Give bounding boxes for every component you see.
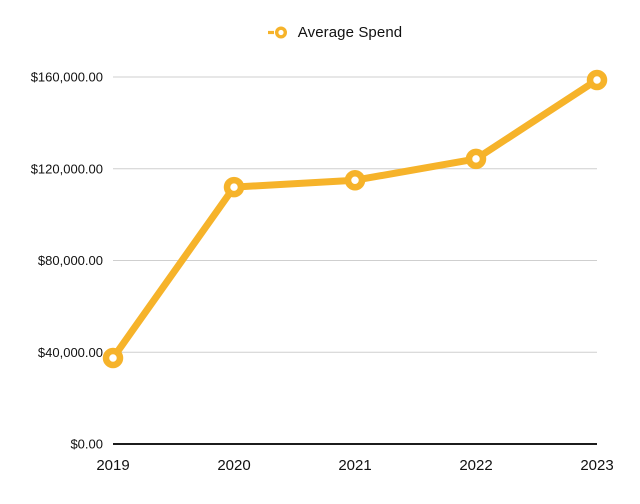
data-point-marker[interactable] [102, 347, 124, 369]
legend-item-average-spend[interactable]: Average Spend [267, 23, 403, 41]
legend: Average Spend [0, 20, 640, 44]
series-line [109, 76, 601, 362]
x-axis-label: 2020 [217, 457, 250, 474]
y-tick-label: $120,000.00 [31, 161, 103, 176]
x-axis-label: 2021 [338, 457, 371, 474]
data-point-marker[interactable] [465, 148, 487, 170]
legend-marker-icon [267, 25, 287, 39]
y-tick-label: $0.00 [70, 437, 103, 452]
data-point-marker[interactable] [223, 176, 245, 198]
data-point-marker[interactable] [344, 169, 366, 191]
y-tick-label: $80,000.00 [38, 253, 103, 268]
data-point-marker[interactable] [586, 69, 608, 91]
y-tick-label: $40,000.00 [38, 345, 103, 360]
legend-label: Average Spend [297, 23, 403, 41]
x-axis-label: 2023 [580, 457, 613, 474]
y-tick-label: $160,000.00 [31, 70, 103, 85]
x-axis-label: 2019 [96, 457, 129, 474]
x-axis-label: 2022 [459, 457, 492, 474]
